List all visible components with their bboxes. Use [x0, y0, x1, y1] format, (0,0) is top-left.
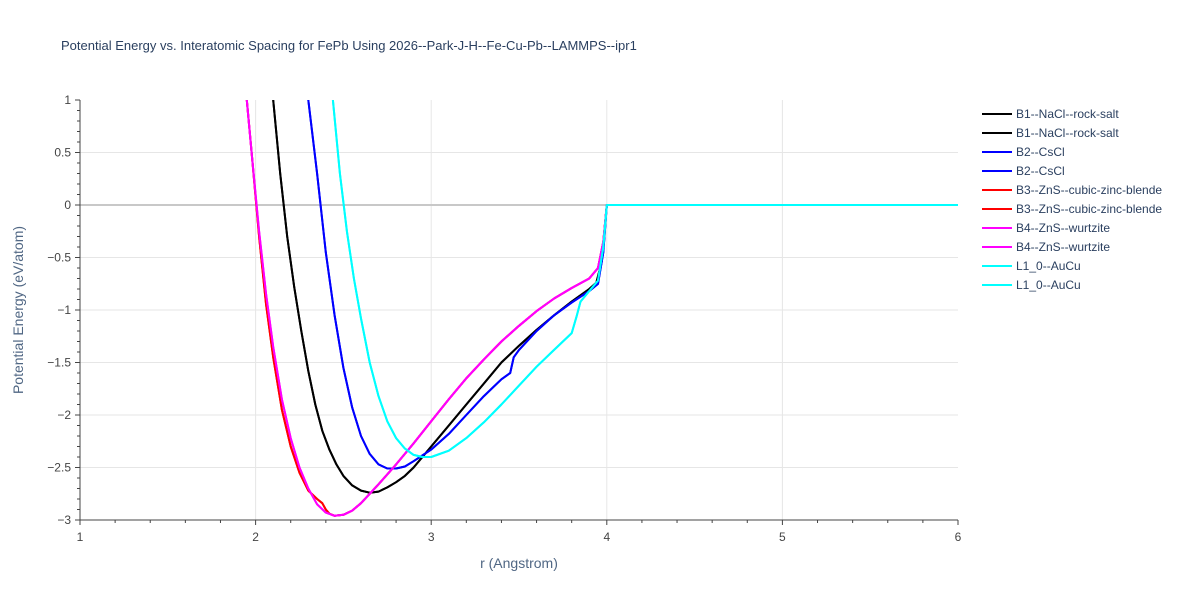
- legend-item-label: L1_0--AuCu: [1016, 278, 1081, 292]
- y-tick-label: −2: [57, 408, 71, 422]
- series-line-7: [245, 100, 958, 517]
- series-lines: [245, 100, 958, 517]
- tick-labels: 1 2 3 4 5 6 1 0.5 0 −0.5 −1 −1.5 −2 −2.5 −3: [47, 93, 961, 544]
- y-axis-title: Potential Energy (eV/atom): [10, 226, 26, 394]
- series-line-9: [331, 100, 958, 458]
- y-tick-label: −1.5: [47, 356, 71, 370]
- legend-item-label: L1_0--AuCu: [1016, 259, 1081, 273]
- legend-item-label: B4--ZnS--wurtzite: [1016, 221, 1110, 235]
- legend-item-label: B1--NaCl--rock-salt: [1016, 126, 1119, 140]
- x-tick-label: 1: [77, 530, 84, 544]
- legend-item-label: B3--ZnS--cubic-zinc-blende: [1016, 183, 1162, 197]
- x-tick-label: 6: [955, 530, 962, 544]
- chart-title: Potential Energy vs. Interatomic Spacing…: [61, 38, 637, 53]
- grid-lines: [80, 100, 958, 520]
- y-tick-label: 0.5: [54, 146, 71, 160]
- y-tick-label: −2.5: [47, 461, 71, 475]
- x-tick-label: 4: [603, 530, 610, 544]
- y-tick-label: 1: [64, 93, 71, 107]
- x-tick-label: 5: [779, 530, 786, 544]
- y-tick-label: 0: [64, 198, 71, 212]
- y-tick-label: −0.5: [47, 251, 71, 265]
- legend-item-label: B2--CsCl: [1016, 145, 1065, 159]
- y-tick-label: −1: [57, 303, 71, 317]
- x-tick-label: 2: [252, 530, 259, 544]
- legend: B1--NaCl--rock-salt B1--NaCl--rock-salt B2…: [982, 107, 1162, 292]
- x-axis-title: r (Angstrom): [480, 555, 558, 571]
- legend-item-label: B2--CsCl: [1016, 164, 1065, 178]
- x-tick-label: 3: [428, 530, 435, 544]
- axes: [75, 99, 959, 525]
- y-tick-label: −3: [57, 513, 71, 527]
- legend-item-label: B1--NaCl--rock-salt: [1016, 107, 1119, 121]
- legend-item-label: B3--ZnS--cubic-zinc-blende: [1016, 202, 1162, 216]
- legend-item-label: B4--ZnS--wurtzite: [1016, 240, 1110, 254]
